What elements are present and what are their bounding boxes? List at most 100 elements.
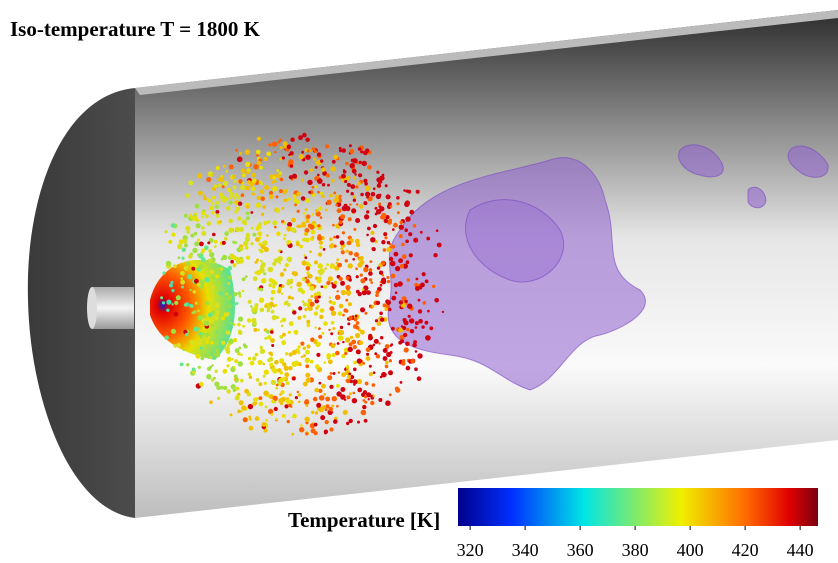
droplet	[414, 321, 419, 326]
droplet	[325, 396, 331, 402]
droplet	[372, 343, 376, 347]
droplet	[215, 348, 219, 352]
droplet	[209, 400, 213, 405]
droplet	[247, 372, 251, 376]
droplet	[385, 400, 391, 407]
droplet	[271, 180, 275, 184]
droplet	[215, 200, 220, 205]
droplet	[228, 196, 232, 200]
droplet	[414, 367, 418, 372]
droplet	[272, 220, 278, 226]
droplet	[305, 219, 310, 224]
droplet	[336, 290, 339, 293]
droplet	[259, 348, 266, 354]
droplet	[199, 241, 204, 247]
droplet	[339, 240, 345, 246]
droplet	[241, 173, 246, 178]
droplet	[394, 291, 398, 295]
droplet	[281, 340, 287, 346]
droplet	[215, 330, 219, 334]
droplet	[253, 163, 259, 170]
droplet	[348, 418, 353, 424]
droplet	[370, 394, 373, 398]
droplet	[331, 301, 336, 306]
droplet	[333, 244, 337, 248]
droplet	[258, 236, 262, 240]
droplet	[326, 199, 332, 205]
droplet	[305, 377, 311, 383]
droplet	[283, 221, 287, 225]
droplet	[359, 255, 364, 261]
droplet	[418, 318, 423, 324]
droplet	[223, 236, 228, 241]
droplet	[193, 326, 200, 332]
droplet	[328, 296, 332, 299]
droplet	[399, 381, 403, 384]
droplet	[214, 369, 218, 373]
droplet	[302, 237, 306, 242]
droplet	[219, 267, 224, 271]
droplet	[414, 282, 419, 288]
droplet	[261, 278, 267, 284]
droplet	[328, 328, 331, 332]
droplet	[398, 224, 404, 230]
droplet	[248, 425, 254, 431]
droplet	[227, 282, 231, 285]
droplet	[337, 262, 342, 268]
droplet	[363, 390, 367, 395]
droplet	[191, 311, 195, 315]
droplet	[173, 264, 177, 269]
droplet	[170, 223, 176, 228]
droplet	[346, 364, 349, 368]
droplet	[213, 353, 217, 357]
droplet	[316, 152, 322, 157]
droplet	[404, 228, 409, 232]
droplet	[331, 404, 335, 408]
droplet	[207, 366, 211, 371]
droplet	[297, 345, 301, 349]
droplet	[352, 195, 356, 199]
droplet	[305, 364, 310, 369]
droplet	[266, 308, 270, 313]
droplet	[272, 185, 278, 192]
droplet	[234, 226, 240, 232]
droplet	[374, 212, 378, 216]
droplet	[258, 396, 263, 400]
droplet	[370, 281, 374, 284]
droplet	[348, 251, 353, 256]
droplet	[399, 264, 405, 269]
droplet	[358, 204, 364, 209]
droplet	[275, 383, 279, 387]
droplet	[412, 224, 417, 228]
droplet	[305, 154, 311, 160]
droplet	[314, 166, 318, 169]
injector	[92, 287, 134, 329]
droplet	[292, 194, 297, 199]
droplet	[237, 322, 241, 327]
droplet	[215, 210, 220, 214]
droplet	[323, 361, 327, 364]
droplet	[201, 210, 206, 216]
droplet	[186, 261, 191, 266]
droplet	[245, 185, 250, 191]
droplet	[209, 252, 215, 258]
droplet	[410, 359, 415, 364]
droplet	[245, 161, 251, 167]
droplet	[240, 184, 246, 191]
droplet	[405, 341, 410, 347]
droplet	[170, 280, 174, 284]
droplet	[354, 173, 357, 176]
droplet	[357, 420, 360, 424]
droplet	[344, 351, 348, 356]
droplet	[333, 280, 338, 285]
droplet	[260, 212, 265, 216]
droplet	[393, 282, 399, 288]
droplet	[304, 307, 308, 312]
droplet	[228, 218, 233, 224]
droplet	[312, 396, 318, 402]
droplet	[336, 384, 340, 388]
flame-surface	[387, 157, 646, 391]
droplet	[313, 157, 317, 161]
droplet	[214, 204, 219, 209]
